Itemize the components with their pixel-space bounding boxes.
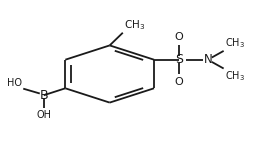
Text: S: S [175,53,183,66]
Text: HO: HO [7,78,22,88]
Text: O: O [175,77,183,87]
Text: OH: OH [36,110,51,120]
Text: CH$_3$: CH$_3$ [225,36,245,50]
Text: CH$_3$: CH$_3$ [225,69,245,83]
Text: CH$_3$: CH$_3$ [124,18,145,32]
Text: B: B [39,89,48,102]
Text: O: O [175,32,183,42]
Text: N: N [204,53,212,66]
